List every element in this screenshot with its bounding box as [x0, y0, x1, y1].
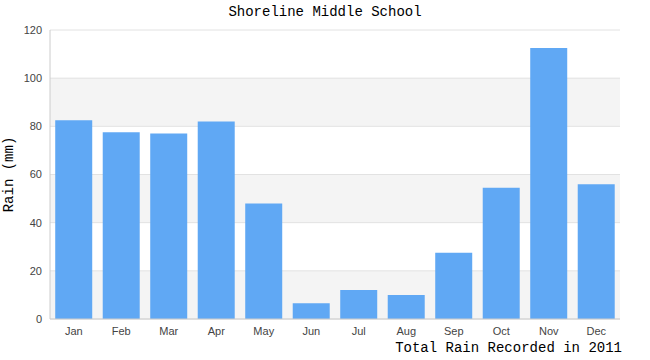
- html-text:Shoreline Middle School: Shoreline Middle School: [228, 4, 422, 20]
- svg-text:Jul: Jul: [352, 325, 366, 337]
- svg-text:100: 100: [24, 72, 42, 84]
- svg-text:Oct: Oct: [493, 325, 510, 337]
- svg-text:Dec: Dec: [586, 325, 606, 337]
- svg-text:60: 60: [30, 168, 42, 180]
- svg-text:20: 20: [30, 265, 42, 277]
- svg-text:Mar: Mar: [159, 325, 178, 337]
- svg-text:80: 80: [30, 120, 42, 132]
- svg-text:May: May: [253, 325, 274, 337]
- svg-text:40: 40: [30, 217, 42, 229]
- html-text:Total Rain Recorded in 2011: Total Rain Recorded in 2011: [395, 340, 622, 356]
- svg-text:Nov: Nov: [539, 325, 559, 337]
- svg-text:0: 0: [36, 313, 42, 325]
- svg-text:Feb: Feb: [112, 325, 131, 337]
- svg-text:Apr: Apr: [208, 325, 225, 337]
- svg-text:Jan: Jan: [65, 325, 83, 337]
- svg-text:Rain (mm): Rain (mm): [8, 137, 17, 213]
- svg-text:Aug: Aug: [396, 325, 416, 337]
- svg-text:Sep: Sep: [444, 325, 464, 337]
- svg-text:Jun: Jun: [302, 325, 320, 337]
- svg-text:120: 120: [24, 24, 42, 36]
